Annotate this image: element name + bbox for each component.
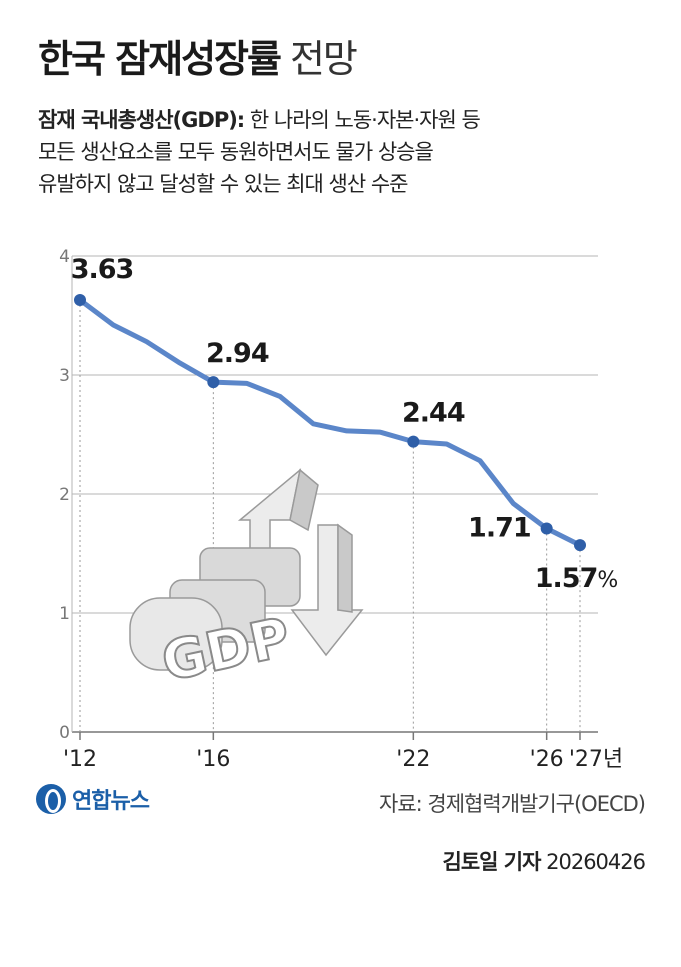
publish-date: 20260426: [546, 850, 646, 874]
x-tick-label: '16: [196, 747, 230, 772]
data-label: 1.57%: [535, 563, 618, 594]
description-line-1: 잠재 국내총생산(GDP): 한 나라의 노동·자본·자원 등: [38, 104, 658, 136]
yonhap-logo-icon: [36, 784, 66, 814]
y-tick-label: 3: [59, 366, 70, 386]
yonhap-logo: 연합뉴스: [36, 783, 150, 815]
x-tick-label: '27년: [569, 747, 623, 772]
data-label: 2.44: [402, 398, 465, 429]
y-tick-label: 4: [59, 247, 70, 267]
reporter-name: 김토일 기자: [442, 850, 542, 874]
description-term: 잠재 국내총생산(GDP):: [38, 108, 245, 132]
x-tick-label: '12: [63, 747, 97, 772]
source-credit: 자료: 경제협력개발기구(OECD): [379, 792, 646, 816]
description-text-1: 한 나라의 노동·자본·자원 등: [249, 108, 481, 132]
description: 잠재 국내총생산(GDP): 한 나라의 노동·자본·자원 등 모든 생산요소를…: [38, 104, 658, 200]
data-layer: 3.63 2.94 2.44 1.711.57%: [71, 254, 619, 594]
data-point: [540, 522, 553, 535]
series-line: [77, 297, 583, 548]
data-label: 3.63: [71, 254, 134, 285]
data-point: [574, 539, 586, 552]
data-point: [207, 376, 220, 389]
unit-label: %: [597, 568, 617, 593]
x-tick-label: '26: [530, 747, 564, 772]
data-label: 2.94: [206, 338, 269, 369]
y-tick-label: 0: [59, 723, 70, 743]
title-row: 한국 잠재성장률 전망: [38, 28, 358, 81]
grid-layer: 0 1 2 3 4 '12 '16 '22 '26'27년: [59, 247, 623, 772]
data-label: 1.71: [468, 513, 531, 544]
byline: 김토일 기자 20260426: [443, 846, 646, 876]
y-tick-label: 2: [59, 485, 70, 505]
x-tick-label: '22: [396, 747, 430, 772]
data-point: [407, 435, 420, 448]
page-title: 한국 잠재성장률: [38, 37, 282, 81]
description-line-3: 유발하지 않고 달성할 수 있는 최대 생산 수준: [38, 172, 409, 196]
gdp-arrows-illustration: GDP: [129, 468, 364, 695]
description-line-2: 모든 생산요소를 모두 동원하면서도 물가 상승을: [38, 140, 434, 164]
data-point: [74, 294, 86, 307]
y-tick-label: 1: [59, 604, 70, 624]
page-subtitle: 전망: [289, 37, 358, 81]
logo-text: 연합뉴스: [72, 789, 150, 814]
